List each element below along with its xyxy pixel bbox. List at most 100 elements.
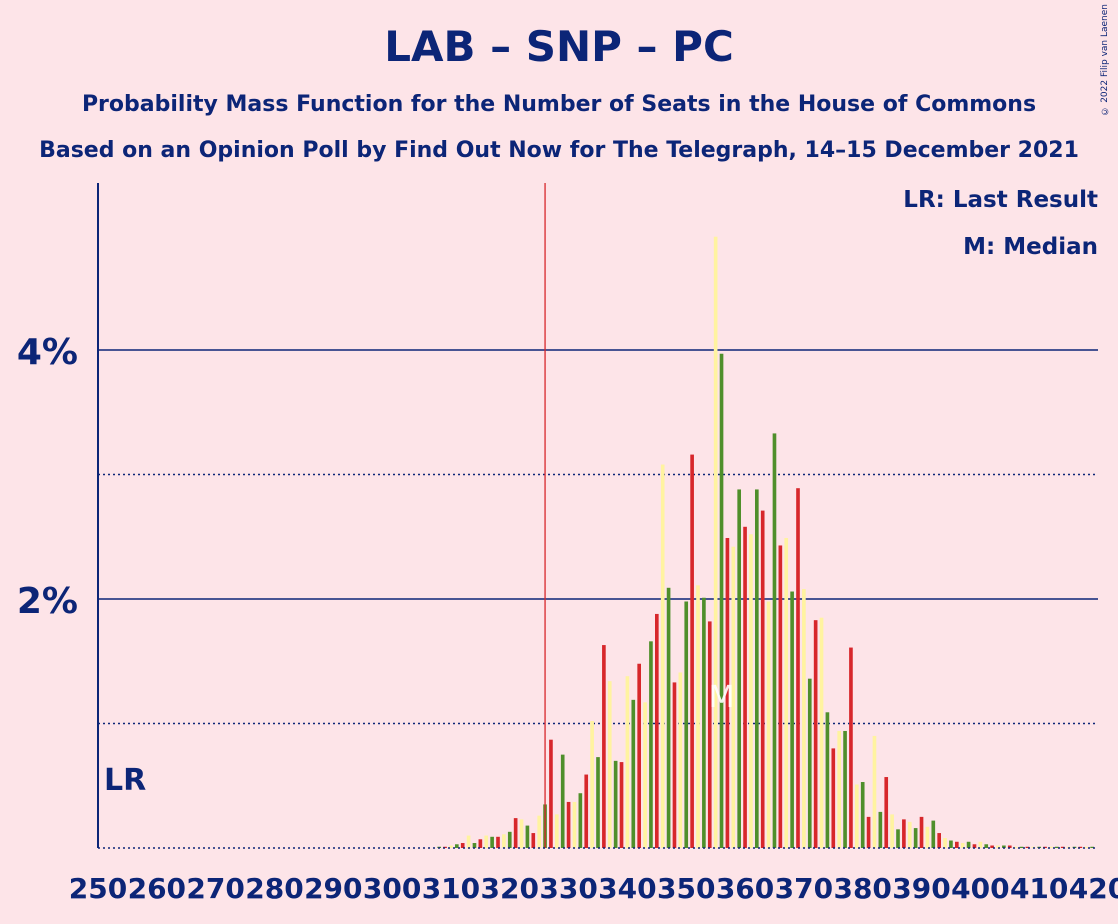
bar-351: [690, 454, 694, 848]
bar-412: [1049, 846, 1053, 848]
bar-363: [760, 510, 765, 848]
bar-405: [1007, 845, 1012, 848]
bar-321: [513, 818, 518, 848]
bar-313: [466, 835, 471, 848]
bar-309: [443, 846, 447, 848]
bar-347: [666, 587, 671, 848]
bar-355: [713, 236, 718, 848]
bar-310: [449, 845, 453, 848]
bar-346: [660, 464, 665, 848]
bar-366: [778, 545, 783, 848]
bar-323: [525, 825, 530, 848]
bar-395: [949, 840, 953, 848]
bar-383: [878, 811, 883, 848]
bar-371: [807, 678, 812, 848]
bar-384: [884, 777, 889, 848]
bar-341: [631, 699, 636, 848]
bar-312: [460, 843, 465, 848]
bar-400: [978, 841, 983, 848]
bar-392: [931, 820, 936, 848]
x-tick-label: 370: [775, 872, 833, 905]
bar-411: [1043, 846, 1047, 848]
x-tick-label: 330: [539, 872, 597, 905]
bar-407: [1019, 846, 1024, 848]
y-tick-label: 4%: [17, 332, 78, 373]
legend-median: M: Median: [963, 234, 1098, 260]
bar-334: [590, 721, 594, 848]
chart-subtitle-poll: Based on an Opinion Poll by Find Out Now…: [39, 138, 1079, 163]
bar-311: [455, 844, 459, 848]
bar-335: [596, 757, 600, 848]
bar-365: [772, 433, 777, 848]
x-tick-label: 260: [128, 872, 186, 905]
bar-390: [919, 816, 924, 848]
bar-368: [790, 591, 794, 848]
bar-374: [825, 712, 830, 848]
bar-375: [831, 748, 836, 848]
x-tick-label: 360: [716, 872, 774, 905]
bar-360: [743, 526, 747, 848]
x-tick-label: 320: [481, 872, 539, 905]
last-result-label: LR: [104, 763, 146, 798]
bar-356: [719, 353, 724, 848]
bar-386: [896, 829, 900, 848]
bar-353: [702, 597, 706, 848]
bar-388: [907, 821, 912, 848]
bar-381: [866, 816, 871, 848]
median-marker: M: [709, 680, 735, 715]
bar-330: [566, 801, 571, 848]
bar-361: [749, 534, 753, 848]
x-tick-label: 280: [245, 872, 303, 905]
bar-396: [955, 841, 959, 848]
bar-394: [943, 838, 947, 848]
bar-413: [1055, 846, 1059, 848]
x-tick-label: 270: [186, 872, 244, 905]
bar-340: [625, 676, 630, 848]
bar-345: [655, 613, 659, 848]
grid-lines: [98, 349, 1098, 725]
bar-408: [1025, 846, 1030, 848]
bar-339: [619, 762, 624, 848]
bar-387: [902, 819, 906, 848]
legend-last-result: LR: Last Result: [903, 187, 1098, 213]
bar-401: [984, 844, 989, 848]
bar-359: [737, 489, 741, 848]
bar-322: [519, 819, 524, 848]
x-tick-label: 420: [1069, 872, 1118, 905]
bar-315: [478, 839, 483, 848]
bar-369: [796, 488, 800, 848]
bar-403: [996, 845, 1000, 848]
bar-336: [602, 645, 606, 848]
x-tick-label: 250: [69, 872, 127, 905]
bar-349: [678, 672, 683, 848]
bar-318: [496, 836, 500, 848]
bar-316: [484, 835, 489, 848]
bar-358: [731, 546, 736, 848]
bar-372: [813, 620, 818, 848]
bar-398: [966, 841, 971, 848]
x-tick-label: 350: [657, 872, 715, 905]
bar-414: [1060, 846, 1065, 848]
x-tick-label: 290: [304, 872, 362, 905]
bar-319: [502, 834, 506, 848]
bar-352: [696, 585, 700, 848]
bar-317: [490, 836, 494, 848]
bar-series: [437, 236, 1094, 848]
x-tick-label: 310: [422, 872, 480, 905]
bar-329: [560, 754, 565, 848]
bar-379: [855, 784, 859, 848]
bar-348: [672, 682, 677, 848]
bar-399: [972, 844, 977, 848]
bar-378: [849, 647, 853, 848]
x-tick-label: 390: [892, 872, 950, 905]
bar-419: [1090, 846, 1094, 848]
y-tick-label: 2%: [17, 581, 78, 622]
x-tick-label: 340: [598, 872, 656, 905]
bar-418: [1084, 846, 1089, 848]
bar-350: [684, 601, 689, 848]
markers: LR M: [104, 183, 734, 848]
bar-376: [837, 730, 841, 848]
bar-391: [925, 826, 930, 848]
bar-364: [766, 601, 771, 848]
